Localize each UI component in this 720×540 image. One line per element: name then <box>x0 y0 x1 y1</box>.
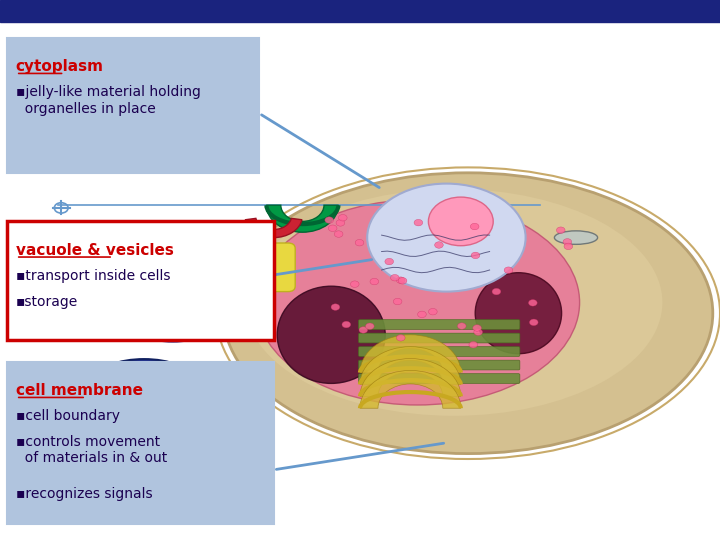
Ellipse shape <box>137 310 209 338</box>
Circle shape <box>385 258 394 265</box>
FancyBboxPatch shape <box>359 360 520 370</box>
Text: cytoplasm: cytoplasm <box>16 59 104 75</box>
Circle shape <box>342 321 351 328</box>
Circle shape <box>325 217 333 224</box>
FancyBboxPatch shape <box>7 362 274 524</box>
Circle shape <box>393 298 402 305</box>
Wedge shape <box>360 370 461 408</box>
Circle shape <box>428 197 493 246</box>
Circle shape <box>564 243 572 249</box>
Circle shape <box>469 341 477 348</box>
Ellipse shape <box>104 363 184 393</box>
Wedge shape <box>360 335 461 373</box>
Circle shape <box>359 327 368 333</box>
Circle shape <box>414 219 423 226</box>
FancyBboxPatch shape <box>7 38 259 173</box>
Circle shape <box>504 267 513 273</box>
Ellipse shape <box>256 200 580 405</box>
Ellipse shape <box>367 184 526 292</box>
Circle shape <box>355 239 364 246</box>
Wedge shape <box>266 205 338 232</box>
Text: ▪jelly-like material holding
  organelles in place: ▪jelly-like material holding organelles … <box>16 85 201 116</box>
Text: vacuole & vesicles: vacuole & vesicles <box>16 243 174 258</box>
Circle shape <box>334 231 343 237</box>
Circle shape <box>529 319 538 326</box>
Circle shape <box>563 239 572 245</box>
Circle shape <box>328 225 337 232</box>
FancyBboxPatch shape <box>359 347 520 356</box>
Circle shape <box>492 288 500 295</box>
Ellipse shape <box>245 189 662 416</box>
Ellipse shape <box>130 306 216 342</box>
Circle shape <box>435 242 444 248</box>
Circle shape <box>457 323 466 329</box>
Wedge shape <box>246 218 302 238</box>
Wedge shape <box>360 359 461 396</box>
Text: ▪storage: ▪storage <box>16 295 78 309</box>
Circle shape <box>396 277 405 284</box>
FancyBboxPatch shape <box>359 374 520 383</box>
FancyBboxPatch shape <box>7 221 274 340</box>
Circle shape <box>351 281 359 287</box>
Circle shape <box>470 224 479 230</box>
Text: ▪recognizes signals: ▪recognizes signals <box>16 487 153 501</box>
Circle shape <box>474 329 482 335</box>
Circle shape <box>338 214 347 221</box>
Bar <box>0 0 720 22</box>
Circle shape <box>336 220 345 226</box>
Circle shape <box>366 323 374 329</box>
Ellipse shape <box>554 231 598 244</box>
Circle shape <box>473 325 482 331</box>
Circle shape <box>397 335 405 341</box>
FancyBboxPatch shape <box>245 243 295 292</box>
FancyBboxPatch shape <box>359 333 520 343</box>
Circle shape <box>557 227 565 233</box>
Ellipse shape <box>97 359 191 397</box>
Text: ▪controls movement
  of materials in & out: ▪controls movement of materials in & out <box>16 435 167 465</box>
Ellipse shape <box>475 273 562 354</box>
Ellipse shape <box>223 173 713 454</box>
Text: ▪transport inside cells: ▪transport inside cells <box>16 269 171 283</box>
Circle shape <box>471 252 480 259</box>
Circle shape <box>331 304 340 310</box>
Text: ▪cell boundary: ▪cell boundary <box>16 409 120 423</box>
Wedge shape <box>360 347 461 384</box>
FancyBboxPatch shape <box>359 320 520 329</box>
Circle shape <box>418 311 426 318</box>
Text: cell membrane: cell membrane <box>16 383 143 399</box>
Circle shape <box>370 278 379 285</box>
Circle shape <box>398 278 407 284</box>
Circle shape <box>528 300 537 306</box>
Circle shape <box>390 274 399 281</box>
Circle shape <box>428 308 437 315</box>
Ellipse shape <box>277 286 385 383</box>
